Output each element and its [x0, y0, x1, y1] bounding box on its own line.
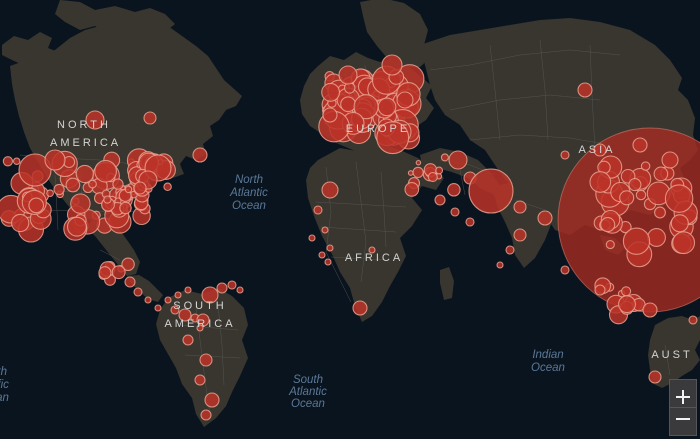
svg-text:South: South [0, 366, 7, 378]
svg-text:AUST: AUST [651, 349, 692, 361]
svg-text:AMERICA: AMERICA [50, 137, 121, 149]
svg-text:Atlantic: Atlantic [229, 187, 268, 199]
svg-text:SOUTH: SOUTH [173, 300, 227, 312]
svg-text:North: North [235, 174, 263, 186]
svg-text:Ocean: Ocean [291, 398, 325, 410]
svg-text:Ocean: Ocean [531, 362, 565, 374]
svg-text:EUROPE: EUROPE [346, 123, 410, 135]
svg-text:South: South [293, 374, 323, 386]
svg-text:AFRICA: AFRICA [345, 252, 403, 264]
svg-text:Ocean: Ocean [0, 392, 9, 404]
svg-text:Pacific: Pacific [0, 379, 9, 391]
svg-text:NORTH: NORTH [57, 119, 111, 131]
svg-text:Ocean: Ocean [232, 200, 266, 212]
svg-text:Atlantic: Atlantic [288, 386, 327, 398]
svg-text:AMERICA: AMERICA [164, 318, 235, 330]
svg-text:ASIA: ASIA [578, 144, 615, 156]
svg-text:Indian: Indian [532, 349, 563, 361]
